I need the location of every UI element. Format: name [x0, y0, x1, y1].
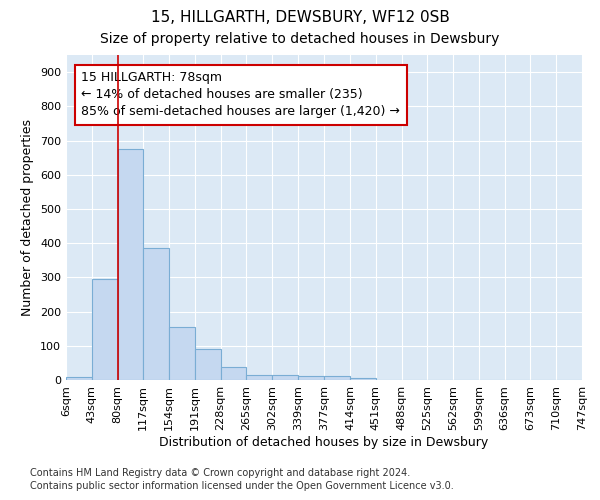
Bar [272, 374, 298, 380]
Bar [143, 248, 169, 380]
Text: 15, HILLGARTH, DEWSBURY, WF12 0SB: 15, HILLGARTH, DEWSBURY, WF12 0SB [151, 10, 449, 25]
Bar [169, 327, 195, 380]
X-axis label: Distribution of detached houses by size in Dewsbury: Distribution of detached houses by size … [160, 436, 488, 448]
Bar [92, 279, 118, 380]
Bar [66, 376, 92, 380]
Text: Size of property relative to detached houses in Dewsbury: Size of property relative to detached ho… [100, 32, 500, 46]
Text: Contains HM Land Registry data © Crown copyright and database right 2024.: Contains HM Land Registry data © Crown c… [30, 468, 410, 477]
Bar [350, 378, 376, 380]
Bar [221, 368, 247, 380]
Text: 15 HILLGARTH: 78sqm
← 14% of detached houses are smaller (235)
85% of semi-detac: 15 HILLGARTH: 78sqm ← 14% of detached ho… [82, 71, 400, 118]
Bar [195, 349, 221, 380]
Text: Contains public sector information licensed under the Open Government Licence v3: Contains public sector information licen… [30, 481, 454, 491]
Bar [247, 374, 272, 380]
Bar [298, 376, 325, 380]
Bar [325, 376, 350, 380]
Y-axis label: Number of detached properties: Number of detached properties [22, 119, 34, 316]
Bar [118, 149, 143, 380]
